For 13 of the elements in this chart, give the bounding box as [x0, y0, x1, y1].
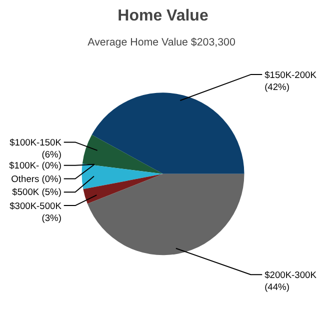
- data-label: (6%): [42, 149, 62, 160]
- slice-label: $100K-150K: [10, 137, 62, 148]
- legend-label: $100K- (0%): [9, 160, 62, 170]
- data-label: (3%): [42, 212, 62, 223]
- slice-label: $200K-300K: [264, 270, 318, 280]
- slice-label: $150K-200K: [264, 70, 318, 80]
- category-label: Others (0%): [11, 174, 62, 184]
- chart-title: Home Value: [118, 8, 208, 24]
- slice-label: $300K-500K: [10, 200, 62, 211]
- slice-label: $500K (5%): [12, 187, 62, 198]
- chart-subtitle: Average Home Value $203,300: [88, 36, 236, 48]
- data-label: (44%): [264, 282, 290, 292]
- data-label: (42%): [264, 82, 290, 92]
